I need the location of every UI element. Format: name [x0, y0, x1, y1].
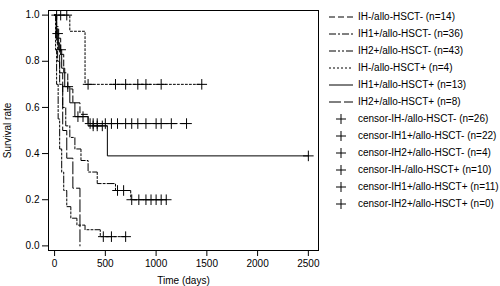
svg-text:0.8: 0.8 — [26, 55, 40, 66]
svg-text:1000: 1000 — [145, 258, 168, 269]
html-text:IH2+/allo-HSCT- (n=43): IH2+/allo-HSCT- (n=43) — [358, 45, 463, 56]
html-text:IH2+/allo-HSCT+ (n=8): IH2+/allo-HSCT+ (n=8) — [358, 96, 461, 107]
svg-text:0.2: 0.2 — [26, 194, 40, 205]
html-text:censor-IH1+/allo-HSCT+ (n=11): censor-IH1+/allo-HSCT+ (n=11) — [358, 181, 499, 192]
html-text:censor-IH2+/allo-HSCT- (n=4): censor-IH2+/allo-HSCT- (n=4) — [358, 147, 491, 158]
svg-text:0: 0 — [52, 258, 58, 269]
svg-text:1.0: 1.0 — [26, 9, 40, 20]
svg-text:0.0: 0.0 — [26, 240, 40, 251]
html-text:censor-IH2+/allo-HSCT+ (n=0): censor-IH2+/allo-HSCT+ (n=0) — [358, 198, 494, 209]
svg-text:2500: 2500 — [297, 258, 320, 269]
html-text:censor-IH-/allo-HSCT+ (n=10): censor-IH-/allo-HSCT+ (n=10) — [358, 164, 492, 175]
html-text:IH-/allo-HSCT- (n=14): IH-/allo-HSCT- (n=14) — [358, 11, 455, 22]
svg-text:0.4: 0.4 — [26, 148, 40, 159]
html-text:IH1+/allo-HSCT- (n=36): IH1+/allo-HSCT- (n=36) — [358, 28, 463, 39]
svg-text:500: 500 — [97, 258, 114, 269]
svg-text:0.6: 0.6 — [26, 102, 40, 113]
svg-text:Time (days): Time (days) — [157, 275, 209, 286]
html-text:IH-/allo-HSCT+ (n=4): IH-/allo-HSCT+ (n=4) — [358, 62, 453, 73]
svg-text:2000: 2000 — [246, 258, 269, 269]
html-text:censor-IH1+/allo-HSCT- (n=22): censor-IH1+/allo-HSCT- (n=22) — [358, 130, 497, 141]
svg-text:1500: 1500 — [196, 258, 219, 269]
html-text:IH1+/allo-HSCT+ (n=13): IH1+/allo-HSCT+ (n=13) — [358, 79, 467, 90]
svg-text:Survival rate: Survival rate — [2, 102, 13, 158]
html-text:censor-IH-/allo-HSCT- (n=26): censor-IH-/allo-HSCT- (n=26) — [358, 113, 489, 124]
